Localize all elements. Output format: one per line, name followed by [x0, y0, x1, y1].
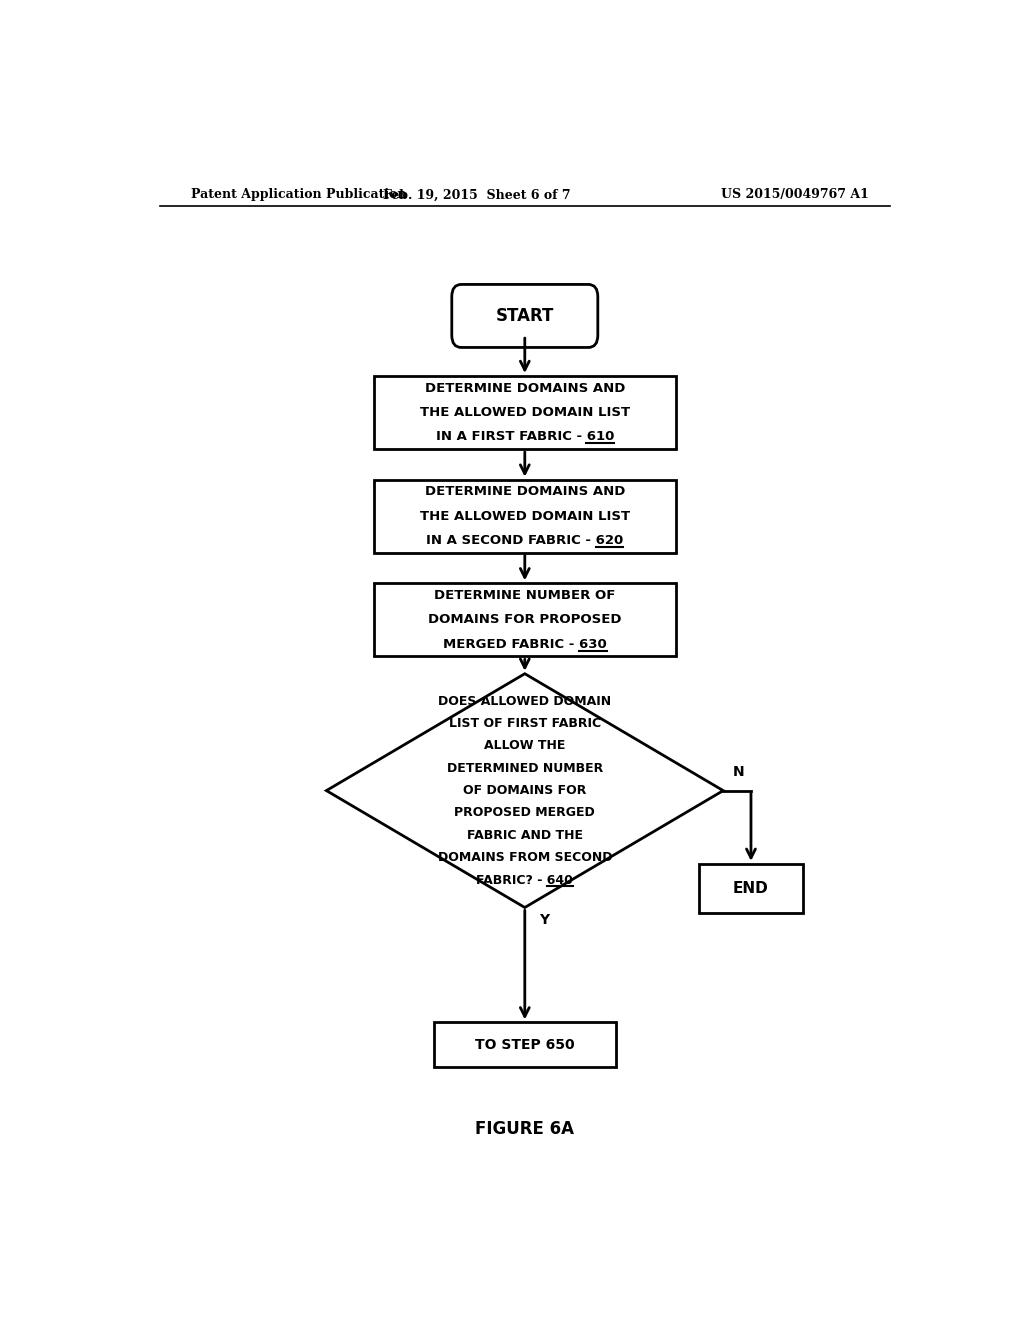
Text: PROPOSED MERGED: PROPOSED MERGED	[455, 807, 595, 820]
Text: THE ALLOWED DOMAIN LIST: THE ALLOWED DOMAIN LIST	[420, 510, 630, 523]
Text: DETERMINE DOMAINS AND: DETERMINE DOMAINS AND	[425, 381, 625, 395]
Polygon shape	[327, 673, 723, 907]
Text: Feb. 19, 2015  Sheet 6 of 7: Feb. 19, 2015 Sheet 6 of 7	[383, 189, 571, 202]
Bar	[374, 583, 676, 656]
Text: END: END	[733, 880, 769, 896]
Text: N: N	[733, 766, 744, 779]
Bar	[374, 376, 676, 449]
Bar	[699, 863, 803, 912]
Text: TO STEP 650: TO STEP 650	[475, 1038, 574, 1052]
Bar	[433, 1022, 616, 1067]
Text: Y: Y	[539, 912, 549, 927]
Text: LIST OF FIRST FABRIC: LIST OF FIRST FABRIC	[449, 717, 601, 730]
Text: DETERMINED NUMBER: DETERMINED NUMBER	[446, 762, 603, 775]
Text: DOMAINS FOR PROPOSED: DOMAINS FOR PROPOSED	[428, 614, 622, 627]
Text: IN A SECOND FABRIC - 620: IN A SECOND FABRIC - 620	[426, 535, 624, 546]
Text: US 2015/0049767 A1: US 2015/0049767 A1	[721, 189, 868, 202]
Text: DETERMINE DOMAINS AND: DETERMINE DOMAINS AND	[425, 486, 625, 498]
Text: START: START	[496, 308, 554, 325]
Text: OF DOMAINS FOR: OF DOMAINS FOR	[463, 784, 587, 797]
Text: ALLOW THE: ALLOW THE	[484, 739, 565, 752]
Text: IN A FIRST FABRIC - 610: IN A FIRST FABRIC - 610	[435, 430, 614, 444]
Bar	[374, 479, 676, 553]
FancyBboxPatch shape	[452, 284, 598, 347]
Text: FABRIC? - 640: FABRIC? - 640	[476, 874, 573, 887]
Text: FABRIC AND THE: FABRIC AND THE	[467, 829, 583, 842]
Text: FIGURE 6A: FIGURE 6A	[475, 1121, 574, 1138]
Text: Patent Application Publication: Patent Application Publication	[191, 189, 407, 202]
Text: MERGED FABRIC - 630: MERGED FABRIC - 630	[443, 638, 606, 651]
Text: DOMAINS FROM SECOND: DOMAINS FROM SECOND	[437, 851, 612, 865]
Text: DOES ALLOWED DOMAIN: DOES ALLOWED DOMAIN	[438, 694, 611, 708]
Text: THE ALLOWED DOMAIN LIST: THE ALLOWED DOMAIN LIST	[420, 407, 630, 418]
Text: DETERMINE NUMBER OF: DETERMINE NUMBER OF	[434, 589, 615, 602]
